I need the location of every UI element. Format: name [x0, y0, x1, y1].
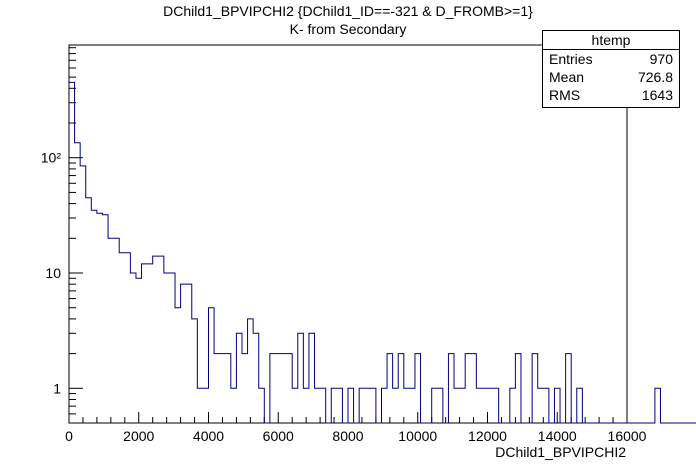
stats-mean-label: Mean [549, 69, 585, 85]
chart-subtitle: K- from Secondary [289, 21, 407, 37]
x-tick-label: 0 [65, 428, 73, 444]
x-tick-label: 12000 [468, 428, 507, 444]
stats-box: htemp Entries 970 Mean 726.8 RMS 1643 [542, 30, 680, 108]
x-tick-label: 14000 [538, 428, 577, 444]
stats-rms-label: RMS [549, 87, 581, 103]
y-minor-ticks [69, 47, 76, 424]
y-major-ticks [69, 157, 83, 389]
y-tick-label: 10² [41, 150, 62, 166]
x-axis-title: DChild1_BPVIPCHI2 [495, 444, 626, 460]
stats-rms-row: RMS 1643 [543, 86, 679, 104]
y-tick-label: 1 [53, 380, 61, 396]
x-tick-label: 8000 [332, 428, 363, 444]
y-tick-label: 10 [45, 265, 61, 281]
x-ticks [68, 412, 628, 423]
stats-mean-row: Mean 726.8 [543, 68, 679, 86]
x-tick-label: 4000 [193, 428, 224, 444]
stats-mean-value: 726.8 [637, 69, 673, 85]
stats-rms-value: 1643 [641, 87, 673, 103]
stats-entries-row: Entries 970 [543, 50, 679, 68]
chart-title: DChild1_BPVIPCHI2 {DChild1_ID==-321 & D_… [163, 3, 533, 19]
x-tick-labels: 0 2000 4000 6000 8000 10000 12000 14000 16000 [65, 428, 647, 444]
histogram-line [69, 81, 696, 424]
x-tick-label: 6000 [263, 428, 294, 444]
stats-entries-value: 970 [649, 51, 673, 67]
y-tick-labels: 1 10 10² [41, 150, 62, 397]
stats-title: htemp [543, 31, 679, 50]
x-tick-label: 2000 [123, 428, 154, 444]
stats-entries-label: Entries [549, 51, 593, 67]
x-tick-label: 10000 [398, 428, 437, 444]
x-tick-label: 16000 [608, 428, 647, 444]
